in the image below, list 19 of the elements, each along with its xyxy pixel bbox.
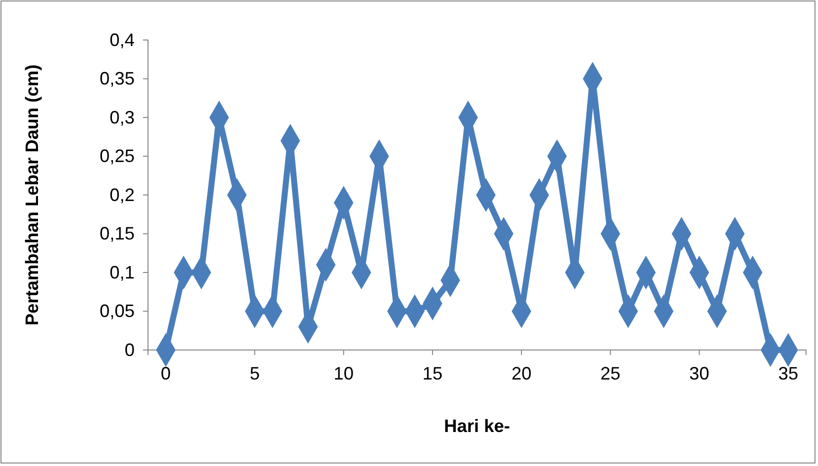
y-tick-label: 0,35 [100, 68, 135, 89]
y-tick-label: 0 [124, 340, 135, 360]
x-tick-label: 30 [689, 364, 710, 384]
y-axis-title: Pertambahan Lebar Daun (cm) [22, 64, 42, 326]
x-tick-label: 0 [160, 364, 171, 384]
x-tick-label: 10 [334, 364, 354, 384]
y-tick-label: 0,3 [110, 107, 135, 128]
x-axis-title: Hari ke- [444, 416, 510, 436]
x-tick-label: 15 [422, 364, 443, 384]
x-tick-label: 35 [778, 364, 798, 384]
y-tick-label: 0,15 [100, 224, 135, 244]
y-tick-label: 0,2 [110, 184, 135, 205]
x-tick-label: 25 [600, 364, 620, 384]
x-tick-label: 5 [250, 364, 260, 384]
y-tick-label: 0,1 [110, 262, 135, 282]
y-tick-label: 0,4 [110, 30, 135, 50]
y-tick-label: 0,25 [100, 146, 135, 166]
x-tick-label: 20 [511, 364, 532, 384]
y-tick-label: 0,05 [100, 301, 135, 322]
